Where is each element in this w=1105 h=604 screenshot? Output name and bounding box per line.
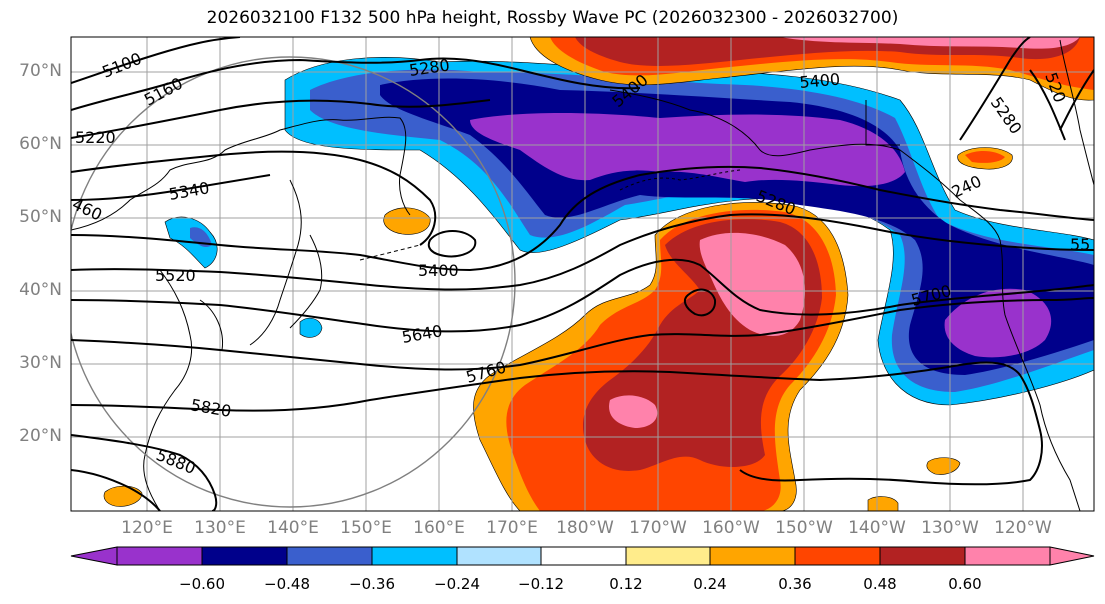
- colorbar-segment: [709, 546, 796, 566]
- lon-label: 160°E: [413, 518, 465, 538]
- colorbar-tick-label: −0.48: [264, 575, 310, 593]
- lon-label: 170°W: [629, 518, 687, 538]
- lat-label: 30°N: [19, 353, 62, 373]
- contour-label: 5400: [418, 261, 459, 280]
- height-contours: [71, 37, 1094, 511]
- negative-anomaly-purple-east: [944, 288, 1052, 358]
- lon-label: 150°E: [340, 518, 392, 538]
- colorbar-segment: [201, 546, 288, 566]
- lat-label: 70°N: [19, 61, 62, 81]
- colorbar-tick-label: −0.36: [349, 575, 395, 593]
- lat-label: 40°N: [19, 280, 62, 300]
- lon-label: 120°W: [994, 518, 1052, 538]
- colorbar-segment: [371, 546, 458, 566]
- colorbar-segment: [794, 546, 881, 566]
- graticule: [71, 37, 1094, 511]
- contour-label: 55: [1070, 235, 1090, 254]
- positive-anomaly-patch-red: [965, 151, 1005, 163]
- map-frame: [70, 36, 1095, 512]
- coastlines: [71, 39, 1094, 511]
- colorbar-segment: [1049, 546, 1095, 566]
- lon-label: 130°W: [921, 518, 979, 538]
- lat-label: 50°N: [19, 207, 62, 227]
- lon-label: 140°E: [267, 518, 319, 538]
- contour-label: 5520: [155, 266, 196, 285]
- lon-label: 160°W: [702, 518, 760, 538]
- colorbar-tick-label: 0.36: [778, 575, 812, 593]
- colorbar-tick-label: 0.60: [948, 575, 982, 593]
- lon-label: 150°W: [775, 518, 833, 538]
- colorbar-segment: [286, 546, 373, 566]
- lon-label: 120°E: [121, 518, 173, 538]
- colorbar-segment: [456, 546, 542, 566]
- map-title: 2026032100 F132 500 hPa height, Rossby W…: [206, 8, 899, 28]
- contour-label: 5400: [799, 70, 841, 92]
- colorbar-segment: [879, 546, 966, 566]
- positive-anomaly-central-pink: [699, 232, 805, 336]
- colorbar-tick-label: −0.12: [518, 575, 564, 593]
- lon-label: 180°W: [556, 518, 614, 538]
- colorbar-segment: [116, 546, 203, 566]
- anomaly-shading: [103, 37, 1094, 511]
- colorbar: [70, 546, 1095, 566]
- colorbar-tick-label: −0.24: [434, 575, 480, 593]
- lat-label: 60°N: [19, 134, 62, 154]
- lon-label: 170°E: [486, 518, 538, 538]
- lon-label: 130°E: [194, 518, 246, 538]
- contour-label: 5220: [75, 128, 116, 147]
- lon-label: 140°W: [848, 518, 906, 538]
- colorbar-tick-label: 0.48: [863, 575, 897, 593]
- positive-anomaly-pink-south: [609, 395, 658, 428]
- colorbar-segment: [625, 546, 711, 566]
- colorbar-tick-label: 0.24: [693, 575, 727, 593]
- colorbar-segment: [964, 546, 1051, 566]
- colorbar-tick-label: 0.12: [609, 575, 643, 593]
- lat-label: 20°N: [19, 426, 62, 446]
- colorbar-segment: [70, 546, 118, 566]
- positive-anomaly-north-pink: [780, 37, 1080, 49]
- colorbar-segment: [540, 546, 627, 566]
- reference-circle: [71, 56, 516, 508]
- negative-anomaly-purple-main: [470, 113, 905, 187]
- colorbar-tick-label: −0.60: [179, 575, 225, 593]
